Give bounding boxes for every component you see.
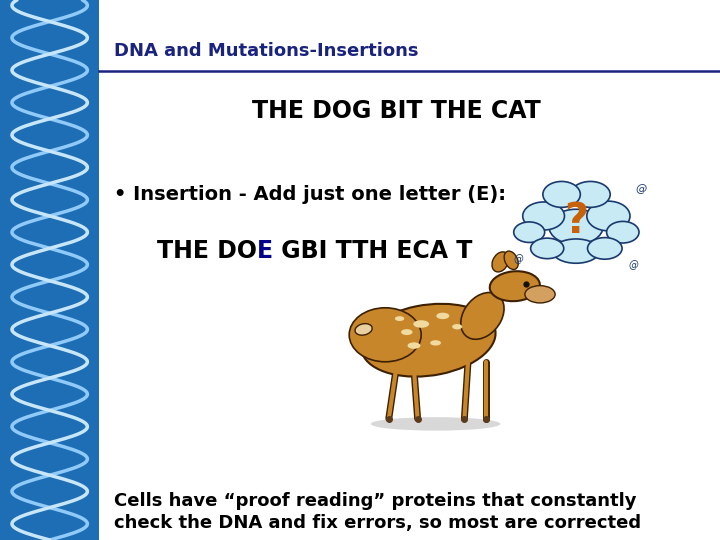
Ellipse shape	[543, 181, 580, 207]
Ellipse shape	[549, 209, 603, 244]
Text: @: @	[513, 254, 523, 264]
Ellipse shape	[606, 221, 639, 243]
FancyBboxPatch shape	[0, 0, 99, 540]
Ellipse shape	[571, 181, 611, 207]
Ellipse shape	[523, 202, 564, 230]
Text: THE DOG BIT THE CAT: THE DOG BIT THE CAT	[251, 99, 541, 123]
Ellipse shape	[371, 417, 500, 431]
Ellipse shape	[525, 286, 555, 303]
Ellipse shape	[588, 238, 622, 259]
Ellipse shape	[461, 293, 504, 339]
Text: GBI TTH ECA T: GBI TTH ECA T	[273, 239, 472, 263]
Ellipse shape	[490, 271, 540, 301]
Text: check the DNA and fix errors, so most are corrected: check the DNA and fix errors, so most ar…	[114, 514, 641, 532]
Ellipse shape	[452, 324, 462, 329]
Text: E: E	[257, 239, 273, 263]
Ellipse shape	[431, 340, 441, 346]
Text: • Insertion - Add just one letter (E):: • Insertion - Add just one letter (E):	[114, 185, 505, 204]
Ellipse shape	[401, 329, 413, 335]
Ellipse shape	[361, 304, 495, 376]
Text: THE DO: THE DO	[157, 239, 257, 263]
Ellipse shape	[492, 252, 509, 272]
Ellipse shape	[514, 222, 545, 242]
Text: @: @	[635, 184, 647, 194]
Ellipse shape	[553, 239, 600, 263]
Ellipse shape	[408, 342, 420, 349]
Text: Cells have “proof reading” proteins that constantly: Cells have “proof reading” proteins that…	[114, 492, 636, 510]
Text: @: @	[629, 260, 639, 269]
Text: ?: ?	[564, 200, 588, 242]
Ellipse shape	[531, 238, 564, 259]
Ellipse shape	[355, 323, 372, 335]
Ellipse shape	[413, 320, 429, 328]
Ellipse shape	[349, 308, 421, 362]
Ellipse shape	[395, 316, 405, 321]
Ellipse shape	[504, 251, 518, 269]
Ellipse shape	[587, 201, 630, 231]
Text: DNA and Mutations-Insertions: DNA and Mutations-Insertions	[114, 42, 418, 60]
Ellipse shape	[436, 313, 449, 319]
